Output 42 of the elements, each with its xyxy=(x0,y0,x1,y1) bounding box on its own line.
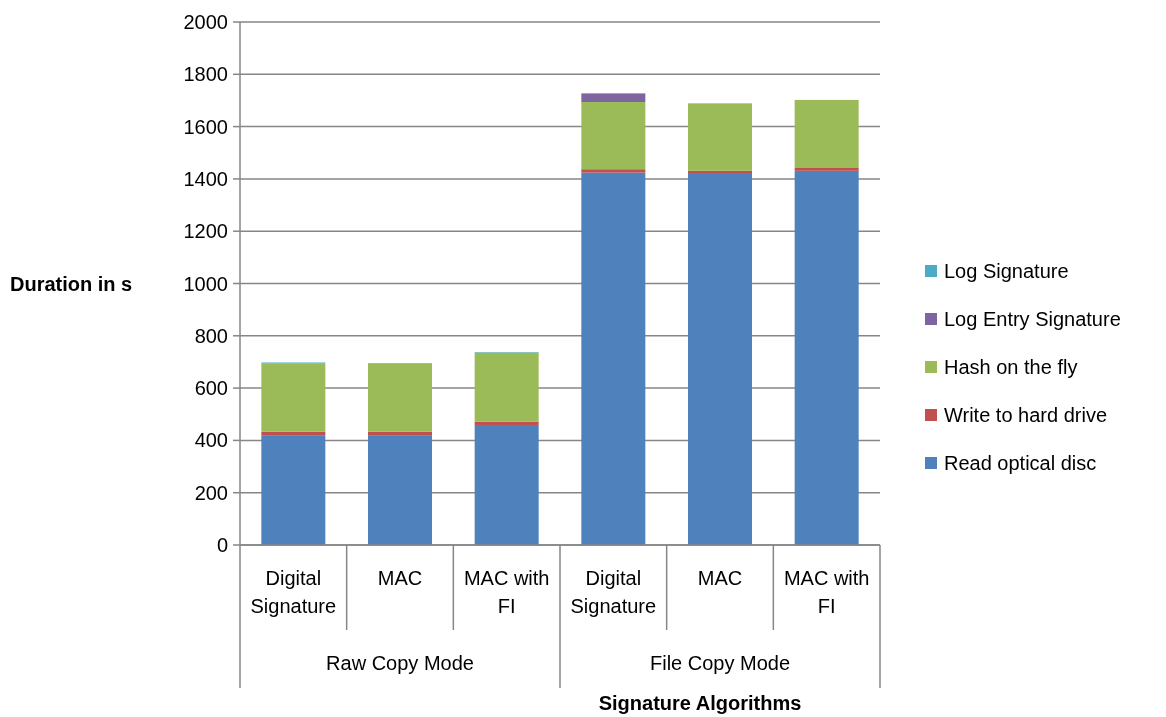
bar xyxy=(794,167,859,171)
y-tick-label: 1000 xyxy=(183,272,228,295)
bar xyxy=(581,169,646,173)
y-tick-label: 400 xyxy=(194,429,228,452)
x-axis-title: Signature Algorithms xyxy=(598,692,802,714)
y-tick-label: 1400 xyxy=(183,167,228,190)
y-tick-label: 1600 xyxy=(183,115,228,138)
x-tick-label: Digital Signature xyxy=(250,567,337,617)
x-tick-label: MAC xyxy=(377,567,423,589)
y-tick-label: 0 xyxy=(216,534,228,556)
bar xyxy=(688,170,752,174)
bar xyxy=(794,99,859,168)
bar xyxy=(261,435,326,545)
legend-label: Log Entry Signature xyxy=(944,308,1121,330)
bar xyxy=(474,424,539,545)
bar xyxy=(688,103,752,171)
y-tick-label: 600 xyxy=(194,377,228,400)
legend-label: Log Signature xyxy=(944,260,1069,282)
y-tick-label: 1800 xyxy=(183,63,228,86)
text: File Copy Mode xyxy=(649,652,791,674)
y-tick-label: 200 xyxy=(194,481,228,504)
x-tick-label: MAC with FI xyxy=(463,567,550,617)
y-tick-label: 800 xyxy=(194,324,228,347)
bar xyxy=(581,102,646,170)
bar xyxy=(368,363,432,432)
legend-label: Hash on the fly xyxy=(944,356,1078,378)
bar xyxy=(581,172,646,545)
y-axis-title: Duration in s xyxy=(10,273,133,295)
bar xyxy=(794,170,859,545)
y-tick-label: 2000 xyxy=(183,11,228,33)
x-tick-label: Digital Signature xyxy=(570,567,657,617)
bar xyxy=(368,435,432,545)
bar xyxy=(261,363,326,432)
bar xyxy=(474,352,539,422)
text: Raw Copy Mode xyxy=(326,652,474,674)
x-tick-label: MAC xyxy=(697,567,743,589)
bar xyxy=(581,93,646,103)
legend-label: Write to hard drive xyxy=(944,404,1108,426)
x-tick-label: MAC with FI xyxy=(783,567,870,617)
legend-label: Read optical disc xyxy=(944,452,1097,474)
y-tick-label: 1200 xyxy=(183,220,228,243)
bar xyxy=(688,173,752,545)
